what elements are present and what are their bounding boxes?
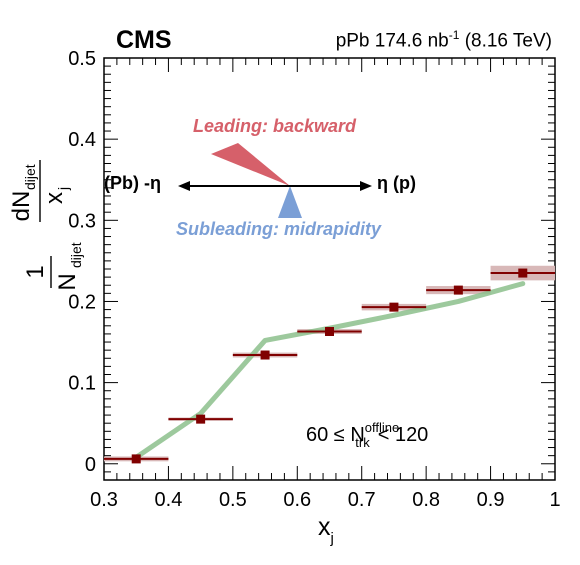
svg-text:dijet: dijet <box>68 242 84 268</box>
lumi-energy: (8.16 TeV) <box>464 30 552 52</box>
y-tick-label: 0.1 <box>68 373 96 395</box>
x-tick-label: 0.7 <box>348 489 376 511</box>
luminosity-label: pPb 174.6 nb-1 (8.16 TeV) <box>336 28 552 52</box>
data-marker <box>131 454 141 464</box>
data-points <box>104 268 555 464</box>
y-tick-label: 0.3 <box>68 210 96 232</box>
data-marker <box>389 302 399 312</box>
svg-text:dN: dN <box>8 191 35 222</box>
lumi-main: pPb 174.6 nb <box>335 30 449 52</box>
experiment-label: CMS <box>116 26 172 54</box>
y-tick-labels: 0 0.1 0.2 0.3 0.4 0.5 <box>68 48 96 476</box>
y-tick-label: 0.4 <box>68 129 96 151</box>
x-tick-label: 0.6 <box>283 489 311 511</box>
y-tick-label: 0.2 <box>68 291 96 313</box>
leading-label: Leading: backward <box>193 116 357 136</box>
lumi-exponent: -1 <box>448 28 460 42</box>
left-arrowhead <box>178 181 190 191</box>
kinematics-diagram <box>178 143 372 218</box>
subleading-jet-cone <box>278 186 302 218</box>
data-marker <box>453 285 463 295</box>
svg-text:1: 1 <box>22 265 49 278</box>
right-arrowhead <box>360 181 372 191</box>
x-axis-label-sub: j <box>330 530 334 547</box>
multiplicity-label: 60 ≤ Nofflinetrk < 120 <box>306 420 429 450</box>
data-marker <box>260 350 270 360</box>
x-tick-label: 0.9 <box>477 489 505 511</box>
y-tick-label: 0 <box>85 454 96 476</box>
x-tick-label: 0.3 <box>90 489 118 511</box>
x-tick-label: 0.5 <box>219 489 247 511</box>
data-marker <box>518 268 528 278</box>
data-marker <box>196 414 206 424</box>
mult-prefix: 60 ≤ N <box>306 424 365 446</box>
mult-suffix: < 120 <box>377 424 429 446</box>
svg-text:j: j <box>55 187 71 191</box>
subleading-label: Subleading: midrapidity <box>176 219 382 239</box>
mult-subscript: trk <box>355 435 370 450</box>
data-marker <box>325 326 334 336</box>
x-tick-label: 0.4 <box>155 489 183 511</box>
x-tick-label: 1 <box>549 489 560 511</box>
x-tick-labels: 0.3 0.4 0.5 0.6 0.7 0.8 0.9 1 <box>90 489 560 511</box>
pb-direction-label: (Pb) -η <box>104 173 161 193</box>
svg-text:N: N <box>54 273 81 290</box>
p-direction-label: η (p) <box>377 173 416 193</box>
mult-superscript: offline <box>364 420 400 435</box>
svg-text:x: x <box>41 192 68 204</box>
y-axis-label: 1 N dijet dN dijet x j <box>8 160 84 291</box>
svg-text:dijet: dijet <box>22 164 38 190</box>
x-axis-label-main: x <box>318 513 331 541</box>
axis-ticks <box>103 57 556 481</box>
x-axis-label: xj <box>318 513 334 547</box>
y-tick-label: 0.5 <box>68 48 96 70</box>
leading-jet-cone <box>211 143 290 186</box>
x-tick-label: 0.8 <box>412 489 440 511</box>
